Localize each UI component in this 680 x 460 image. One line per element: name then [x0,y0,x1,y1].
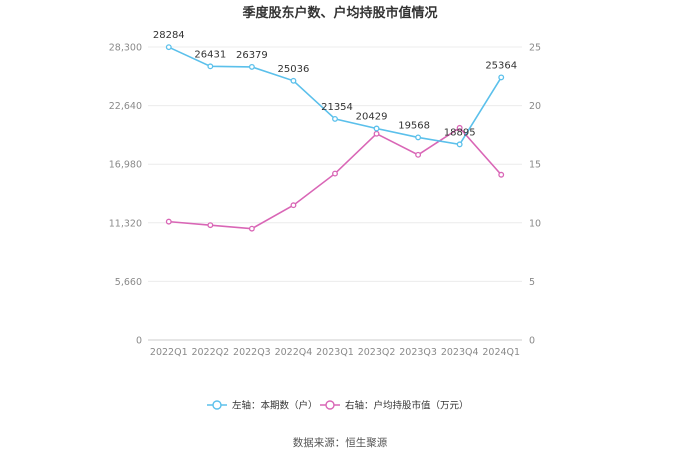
data-label: 20429 [356,111,388,122]
left-tick-label: 5,660 [115,277,142,288]
right-series-point[interactable] [207,222,214,229]
left-series-point[interactable] [248,63,255,70]
left-tick-label: 28,300 [109,43,142,54]
left-series-point[interactable] [332,115,338,122]
left-series-point[interactable] [373,125,380,132]
legend-marker [212,400,222,410]
right-series-point[interactable] [290,202,297,209]
right-series-point[interactable] [498,171,505,178]
legend-item-right-axis[interactable]: 右轴：户均持股市值（万元） [320,400,469,412]
x-tick-label: 2023Q1 [316,347,354,358]
right-axis-ticks: 0 5 10 15 20 25 [529,43,541,347]
left-series-point[interactable] [415,134,422,141]
grid [148,46,522,341]
left-series-point[interactable] [498,74,505,81]
left-tick-label: 22,640 [109,101,142,112]
data-label: 25364 [485,60,517,71]
data-label: 26431 [194,49,226,60]
x-tick-label: 2022Q2 [191,347,229,358]
right-tick-label: 10 [529,218,541,229]
right-series-point[interactable] [165,218,172,225]
legend-item-left-axis[interactable]: 左轴：本期数（户） [207,400,318,412]
right-series-point[interactable] [373,130,380,137]
legend-label: 左轴：本期数（户） [232,400,318,412]
right-series-point[interactable] [415,151,422,158]
left-axis-ticks: 0 5,660 11,320 16,980 22,640 28,300 [109,43,142,347]
left-series-point[interactable] [456,141,463,148]
data-label: 26379 [236,50,268,61]
x-tick-label: 2022Q1 [150,347,188,358]
legend-label: 右轴：户均持股市值（万元） [345,400,469,412]
data-label: 25036 [278,64,310,75]
right-series-point[interactable] [332,170,338,177]
data-label: 28284 [153,30,185,41]
left-series-point[interactable] [290,77,297,84]
left-series-point[interactable] [207,63,214,70]
right-tick-label: 5 [529,277,535,288]
right-tick-label: 15 [529,160,541,171]
x-tick-label: 2022Q3 [233,347,271,358]
series-layer [165,44,505,232]
right-tick-label: 20 [529,101,541,112]
legend[interactable]: 左轴：本期数（户） 右轴：户均持股市值（万元） [207,400,469,412]
right-tick-label: 25 [529,43,541,54]
chart-title: 季度股东户数、户均持股市值情况 [241,5,437,21]
right-series-point[interactable] [248,225,255,232]
x-tick-label: 2023Q3 [399,347,437,358]
x-tick-label: 2023Q4 [441,347,479,358]
left-series-point[interactable] [165,44,172,51]
data-source: 数据来源：恒生聚源 [293,436,388,449]
left-tick-label: 16,980 [109,160,142,171]
data-label: 21354 [321,102,353,113]
left-tick-label: 0 [136,336,142,347]
data-label: 18895 [444,127,476,138]
left-tick-label: 11,320 [109,218,142,229]
x-tick-label: 2022Q4 [275,347,313,358]
x-axis-ticks: 2022Q1 2022Q2 2022Q3 2022Q4 2023Q1 2023Q2 2023… [150,347,520,358]
x-tick-label: 2023Q2 [358,347,396,358]
data-label: 19568 [398,120,430,131]
right-tick-label: 0 [529,336,535,347]
right-series-point[interactable] [456,124,463,131]
legend-marker [325,400,335,410]
x-tick-label: 2024Q1 [482,347,520,358]
